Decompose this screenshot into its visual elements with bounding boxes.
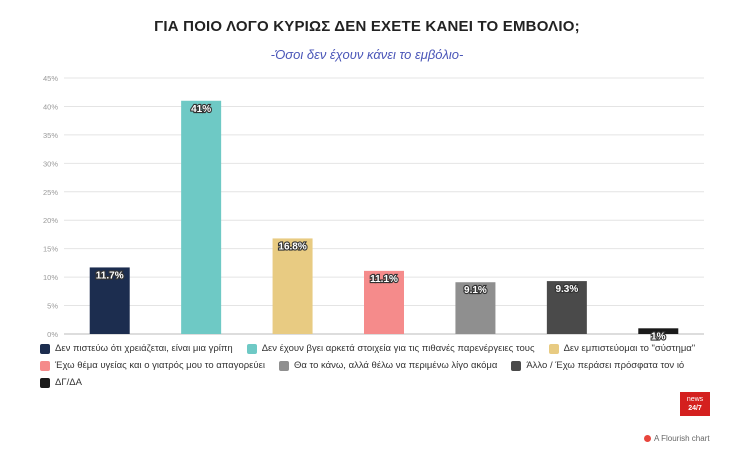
bar[interactable]	[638, 328, 679, 334]
bar[interactable]	[546, 281, 587, 334]
chart-legend: Δεν πιστεύω ότι χρειάζεται, είναι μια γρ…	[40, 343, 720, 388]
flourish-icon	[644, 435, 651, 442]
news247-logo[interactable]: news 24/7	[680, 392, 710, 416]
y-tick-label: 15%	[43, 245, 58, 254]
legend-item[interactable]: Έχω θέμα υγείας και ο γιατρός μου το απα…	[40, 360, 265, 371]
bar-value-label: 41%	[191, 104, 211, 115]
bar[interactable]	[455, 282, 496, 334]
bar[interactable]	[181, 100, 222, 334]
bar-value-label: 9.1%	[464, 285, 487, 296]
y-tick-label: 20%	[43, 216, 58, 225]
bars-layer	[89, 100, 679, 334]
legend-swatch	[548, 343, 559, 354]
y-tick-label: 35%	[43, 131, 58, 140]
bar-chart: 0% 5% 10% 15% 20% 25% 30% 35% 40% 45% 11.7% 41% 16.…	[43, 74, 704, 342]
bar-value-label: 11.1%	[370, 274, 398, 285]
legend-item[interactable]: Θα το κάνω, αλλά θέλω να περιμένω λίγο α…	[278, 360, 498, 371]
legend-label: Έχω θέμα υγείας και ο γιατρός μου το απα…	[55, 360, 265, 371]
legend-label: ΔΓ/ΔΑ	[55, 377, 82, 388]
bar-value-label: 1%	[651, 331, 666, 342]
legend-label: Δεν έχουν βγει αρκετά στοιχεία για τις π…	[261, 343, 535, 354]
legend-swatch	[278, 360, 289, 371]
legend-swatch	[246, 343, 257, 354]
legend-swatch	[511, 360, 522, 371]
logo-line2: 24/7	[688, 405, 702, 412]
bar[interactable]	[89, 267, 130, 334]
y-tick-label: 25%	[43, 188, 58, 197]
y-tick-label: 10%	[43, 273, 58, 282]
legend-swatch	[40, 377, 50, 388]
y-tick-label: 0%	[47, 330, 58, 339]
chart-title: ΓΙΑ ΠΟΙΟ ΛΟΓΟ ΚΥΡΙΩΣ ΔΕΝ ΕΧΕΤΕ ΚΑΝΕΙ ΤΟ …	[154, 18, 580, 35]
legend-label: Δεν πιστεύω ότι χρειάζεται, είναι μια γρ…	[55, 343, 233, 354]
bar[interactable]	[364, 270, 404, 334]
legend-label: Θα το κάνω, αλλά θέλω να περιμένω λίγο α…	[293, 360, 498, 371]
y-tick-label: 30%	[43, 159, 58, 168]
legend-item[interactable]: Άλλο / Έχω περάσει πρόσφατα τον ιό	[511, 360, 684, 371]
y-tick-label: 40%	[43, 102, 58, 111]
bar-value-label: 9.3%	[555, 284, 578, 295]
legend-swatch	[40, 360, 50, 371]
legend-label: Δεν εμπιστεύομαι το "σύστημα"	[563, 343, 696, 354]
bar[interactable]	[272, 238, 313, 334]
y-tick-label: 45%	[43, 74, 58, 83]
legend-item[interactable]: Δεν εμπιστεύομαι το "σύστημα"	[548, 343, 696, 354]
legend-item[interactable]: Δεν πιστεύω ότι χρειάζεται, είναι μια γρ…	[40, 343, 233, 354]
legend-label: Άλλο / Έχω περάσει πρόσφατα τον ιό	[526, 360, 685, 371]
flourish-credit-link[interactable]: A Flourish chart	[644, 434, 710, 443]
bar-value-label: 16.8%	[278, 241, 306, 252]
legend-item[interactable]: Δεν έχουν βγει αρκετά στοιχεία για τις π…	[246, 343, 535, 354]
legend-swatch	[40, 343, 50, 354]
chart-subtitle: -Όσοι δεν έχουν κάνει το εμβόλιο-	[270, 47, 464, 62]
y-tick-label: 5%	[47, 302, 58, 311]
flourish-credit-label: A Flourish chart	[654, 434, 710, 443]
labels-layer: 11.7% 41% 16.8% 11.1% 9.1% 9.3% 1%	[95, 103, 667, 342]
logo-line1: news	[686, 396, 704, 403]
bar-value-label: 11.7%	[96, 270, 124, 281]
legend-item[interactable]: ΔΓ/ΔΑ	[40, 377, 82, 388]
